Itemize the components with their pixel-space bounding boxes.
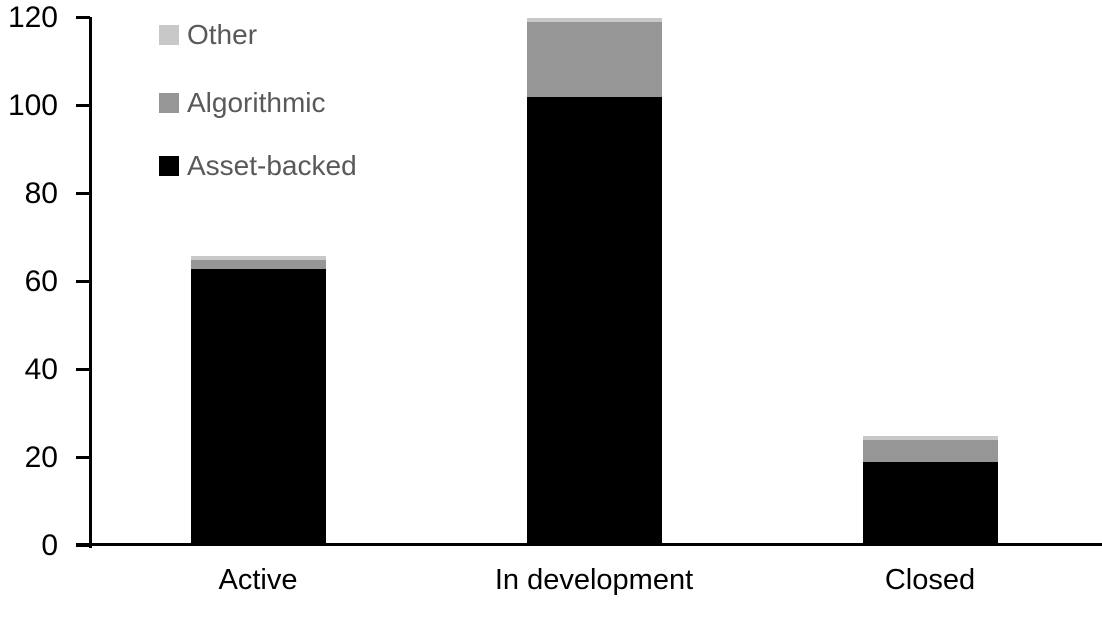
y-axis-tick [76, 192, 90, 195]
y-axis-tick [76, 544, 90, 547]
bar-segment-algorithmic-closed [862, 440, 998, 463]
legend-swatch-other-icon [159, 25, 179, 45]
y-axis-tick-label: 0 [41, 529, 58, 562]
bar-segment-other-in-development [526, 18, 662, 23]
y-axis-tick-label: 40 [24, 353, 58, 386]
y-axis-tick [76, 104, 90, 107]
bar-segment-asset-backed-in-development [526, 97, 662, 546]
legend-swatch-algorithmic-icon [159, 93, 179, 113]
x-axis-category-label: In development [494, 564, 694, 596]
legend-item-asset-backed: Asset-backed [159, 151, 357, 181]
legend-swatch-asset-backed-icon [159, 156, 179, 176]
legend-label: Algorithmic [187, 87, 326, 118]
x-axis-category-label: Active [218, 564, 298, 596]
y-axis-tick-label: 60 [24, 265, 58, 298]
legend-item-algorithmic: Algorithmic [159, 88, 325, 118]
y-axis-line [89, 17, 92, 548]
y-axis-tick-label: 20 [24, 441, 58, 474]
bar-segment-algorithmic-active [190, 260, 326, 269]
y-axis-tick-label: 80 [24, 177, 58, 210]
legend-item-other: Other [159, 20, 257, 50]
x-axis-category-label: Closed [884, 564, 976, 596]
legend-label: Asset-backed [187, 150, 357, 181]
y-axis-tick [76, 456, 90, 459]
y-axis-tick [76, 368, 90, 371]
legend-label: Other [187, 19, 258, 50]
y-axis-tick [76, 280, 90, 283]
bar-segment-other-active [190, 255, 326, 260]
bar-segment-asset-backed-closed [862, 462, 998, 546]
bar-segment-algorithmic-in-development [526, 22, 662, 98]
bar-segment-asset-backed-active [190, 268, 326, 546]
bar-segment-other-closed [862, 436, 998, 441]
y-axis-tick [76, 16, 90, 19]
y-axis-tick-label: 100 [7, 89, 58, 122]
y-axis-tick-label: 120 [7, 1, 58, 34]
